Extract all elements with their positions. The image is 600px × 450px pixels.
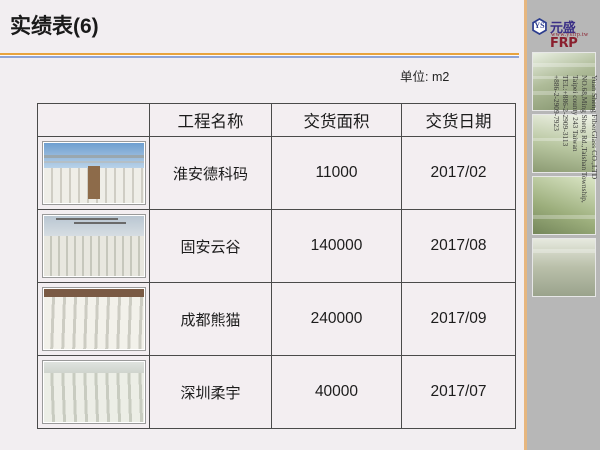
column-header-project-name: 工程名称 bbox=[149, 103, 272, 137]
cell-project-name: 深圳柔宇 bbox=[149, 355, 272, 429]
sidebar-photo-3 bbox=[532, 176, 596, 235]
table-header-row: 工程名称 交货面积 交货日期 bbox=[37, 103, 516, 137]
performance-table-wrapper: 工程名称 交货面积 交货日期 淮安德科码 11000 2017/02 bbox=[37, 103, 516, 429]
company-tel-primary: TEL:+886-2-2909-3113 bbox=[561, 75, 571, 147]
column-header-image bbox=[37, 103, 150, 137]
row-thumbnail-cell bbox=[37, 355, 150, 429]
sidebar-photo-2 bbox=[532, 114, 596, 173]
company-name: Yuan Sheng FiberGlass CO.,LTD bbox=[589, 75, 599, 180]
cell-delivery-area: 140000 bbox=[271, 209, 402, 283]
cell-delivery-date: 2017/02 bbox=[401, 136, 516, 210]
cell-project-name: 固安云谷 bbox=[149, 209, 272, 283]
rail-accent-stripe bbox=[524, 0, 527, 450]
logo-brand-cn: 元盛 bbox=[550, 21, 576, 36]
logo-mark-text: YS bbox=[534, 20, 545, 30]
title-divider-orange bbox=[0, 53, 519, 55]
cell-delivery-date: 2017/07 bbox=[401, 355, 516, 429]
logo-brand-en: FRP bbox=[550, 36, 578, 51]
cell-delivery-date: 2017/08 bbox=[401, 209, 516, 283]
cell-delivery-area: 11000 bbox=[271, 136, 402, 210]
row-thumbnail-cell bbox=[37, 209, 150, 283]
company-logo: YS 元盛FRP www.ysfrp.tw bbox=[531, 16, 597, 51]
title-divider-blue bbox=[0, 56, 519, 58]
cell-project-name: 成都熊猫 bbox=[149, 282, 272, 356]
title-divider-white bbox=[0, 55, 519, 56]
company-address-line2: Taipei county 243 Taiwan bbox=[570, 75, 580, 152]
row-thumbnail-cell bbox=[37, 136, 150, 210]
logo-brand-text: 元盛FRP bbox=[550, 17, 597, 51]
column-header-delivery-date: 交货日期 bbox=[401, 103, 516, 137]
cell-delivery-area: 40000 bbox=[271, 355, 402, 429]
rail-gutter bbox=[519, 0, 525, 450]
sidebar-photo-4 bbox=[532, 238, 596, 297]
table-row: 淮安德科码 11000 2017/02 bbox=[37, 136, 516, 210]
ys-hexagon-icon: YS bbox=[531, 18, 548, 35]
column-header-delivery-area: 交货面积 bbox=[271, 103, 402, 137]
unit-label: 单位: m2 bbox=[400, 70, 450, 84]
cell-delivery-area: 240000 bbox=[271, 282, 402, 356]
logo-url: www.ysfrp.tw bbox=[551, 32, 589, 38]
project-thumbnail-image bbox=[42, 288, 145, 350]
table-row: 深圳柔宇 40000 2017/07 bbox=[37, 355, 516, 429]
page-title: 实绩表(6) bbox=[10, 15, 99, 38]
project-thumbnail-image bbox=[42, 142, 145, 204]
project-thumbnail-image bbox=[42, 361, 145, 423]
table-row: 固安云谷 140000 2017/08 bbox=[37, 209, 516, 283]
company-tel-secondary: +886-2-2909-7923 bbox=[551, 75, 561, 131]
sidebar-photo-1 bbox=[532, 52, 596, 111]
project-thumbnail-image bbox=[42, 215, 145, 277]
cell-project-name: 淮安德科码 bbox=[149, 136, 272, 210]
table-row: 成都熊猫 240000 2017/09 bbox=[37, 282, 516, 356]
company-address-line1: NO.68,Ming Sheng Rd.,Taishan Township, bbox=[580, 75, 590, 203]
cell-delivery-date: 2017/09 bbox=[401, 282, 516, 356]
row-thumbnail-cell bbox=[37, 282, 150, 356]
company-contact-block: +886-2-2909-7923 TEL:+886-2-2909-3113 Ta… bbox=[545, 75, 600, 295]
company-sidebar: +886-2-2909-7923 TEL:+886-2-2909-3113 Ta… bbox=[527, 0, 600, 450]
performance-table: 工程名称 交货面积 交货日期 淮安德科码 11000 2017/02 bbox=[37, 103, 516, 429]
